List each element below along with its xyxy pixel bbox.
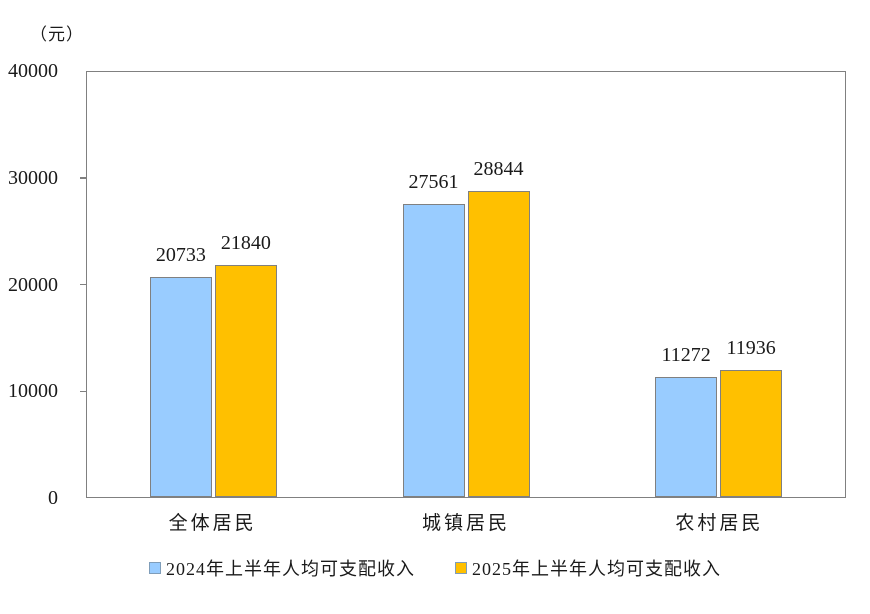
bar-2025-全体居民 (214, 264, 277, 497)
y-axis-tick-labels: 0 10000 20000 30000 40000 (0, 60, 58, 509)
legend-swatch-icon (149, 562, 161, 574)
bar-group-3: 11272 11936 (592, 72, 845, 497)
bar-group-2: 27561 28844 (340, 72, 593, 497)
y-tick-label-20000: 20000 (8, 273, 58, 296)
bar-2025-城镇居民 (467, 190, 530, 497)
bar-value-label: 28844 (473, 157, 524, 180)
bar-value-label: 21840 (220, 231, 271, 254)
y-tick-label-40000: 40000 (8, 60, 58, 82)
y-tick-label-0: 0 (48, 487, 58, 509)
bar-value-label: 20733 (155, 243, 206, 266)
y-tick-label-10000: 10000 (8, 380, 58, 403)
legend-item: 2024年上半年人均可支配收入 (149, 555, 415, 581)
x-axis-category-labels: 全体居民 城镇居民 农村居民 (86, 508, 846, 535)
bar-wrap: 21840 (214, 72, 277, 497)
bar-wrap: 11272 (655, 72, 718, 497)
bar-wrap: 20733 (149, 72, 212, 497)
chart-legend: 2024年上半年人均可支配收入 2025年上半年人均可支配收入 (0, 555, 870, 581)
x-category-label: 农村居民 (675, 513, 764, 534)
bar-value-label: 11272 (661, 344, 711, 367)
x-category-label: 城镇居民 (421, 513, 510, 534)
legend-label: 2025年上半年人均可支配收入 (472, 559, 721, 579)
legend-item: 2025年上半年人均可支配收入 (455, 555, 721, 581)
bar-wrap: 28844 (467, 72, 530, 497)
bar-wrap: 11936 (720, 72, 783, 497)
x-category-label: 全体居民 (168, 513, 257, 534)
bar-value-label: 27561 (408, 171, 459, 194)
y-tick-label-30000: 30000 (8, 166, 58, 189)
legend-label: 2024年上半年人均可支配收入 (166, 559, 415, 579)
bar-value-label: 11936 (726, 337, 776, 360)
y-axis-unit-label: （元） (30, 25, 84, 44)
plot-area: 20733 21840 27561 28844 11272 11936 (86, 71, 846, 498)
bar-2025-农村居民 (720, 370, 783, 497)
bar-2024-全体居民 (149, 276, 212, 497)
bar-2024-城镇居民 (402, 204, 465, 497)
legend-swatch-icon (455, 562, 467, 574)
bar-wrap: 27561 (402, 72, 465, 497)
bar-group-1: 20733 21840 (87, 72, 340, 497)
bar-2024-农村居民 (655, 377, 718, 497)
